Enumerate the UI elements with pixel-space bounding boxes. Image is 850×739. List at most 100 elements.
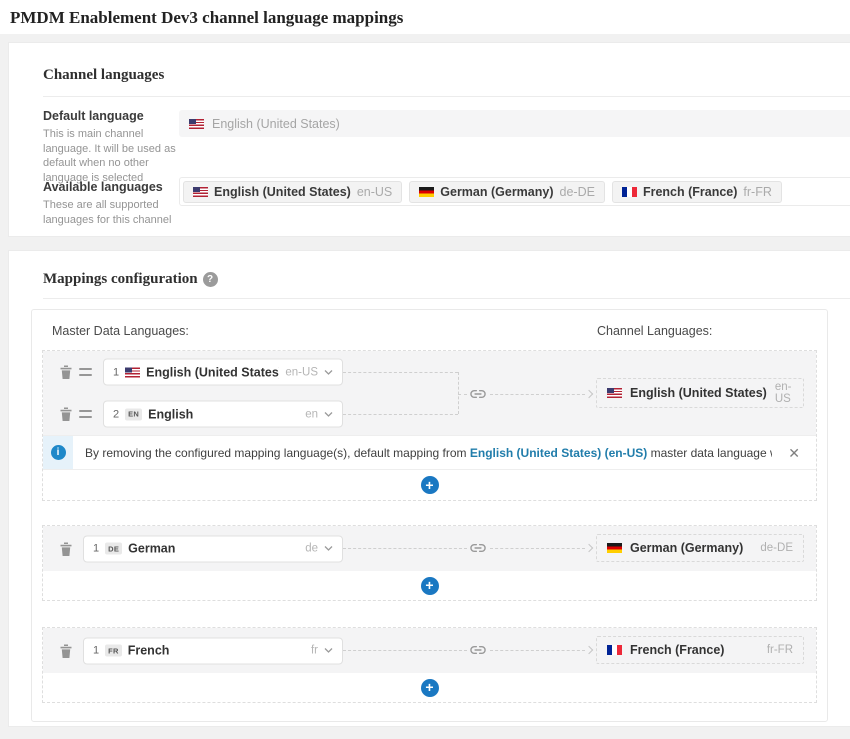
de-flag-icon [419,186,435,197]
default-language-label: Default language [43,109,144,123]
channel-language-box: French (France) fr-FR [596,636,804,664]
mapping-group-french: 1 FR French fr French (France) [42,627,817,703]
drag-handle-icon[interactable] [79,368,92,376]
divider [43,298,850,299]
add-mapping-button[interactable]: + [420,576,439,595]
add-mapping-button[interactable]: + [420,476,439,494]
available-languages-field[interactable]: English (United States) en-US German (Ge… [179,177,850,206]
trash-icon[interactable] [58,406,74,422]
row-number: 2 [113,408,120,420]
arrow-head-icon [584,645,594,655]
language-badge: EN [125,408,143,420]
language-badge: DE [105,542,123,555]
channel-language-box: English (United States) en-US [596,378,804,408]
mapping-row: 1 English (United States) en-US [43,351,816,393]
mapping-row: 1 DE German de German (Germany) [43,526,816,571]
connector-line [343,548,467,549]
available-languages-label-col: Available languages These are all suppor… [43,180,185,227]
add-mapping-row: + [43,571,816,600]
channel-languages-heading: Channel languages [43,67,165,83]
connector-line [458,372,459,414]
connector-line [343,372,458,373]
add-mapping-button[interactable]: + [420,678,439,697]
connector-line [490,394,585,395]
mappings-table: Master Data Languages: Channel Languages… [31,309,828,722]
help-icon[interactable]: ? [202,272,218,287]
channel-language-box: German (Germany) de-DE [596,534,804,562]
master-language-select[interactable]: 2 EN English en [103,400,343,428]
default-language-label-col: Default language This is main channel la… [43,109,185,185]
language-name: German [128,541,176,556]
language-tag-fr-fr: French (France) fr-FR [611,180,782,203]
fr-flag-icon [607,645,622,655]
default-language-value: English (United States) [212,116,340,131]
mapping-group-english: 1 English (United States) en-US 2 EN [42,350,817,501]
channel-language-code: fr-FR [766,644,793,656]
connector-line [458,394,467,395]
tag-name: French (France) [642,184,738,199]
drag-handle-icon[interactable] [79,410,92,418]
us-flag-icon [607,388,622,398]
fr-flag-icon [621,186,637,197]
master-language-select[interactable]: 1 DE German de [83,535,343,562]
master-language-select[interactable]: 1 English (United States) en-US [103,358,343,386]
de-flag-icon [607,543,622,553]
channel-language-name: German (Germany) [630,541,744,555]
language-tag-en-us: English (United States) en-US [183,180,403,203]
chevron-down-icon [324,648,333,654]
notice-language-link[interactable]: English (United States) (en-US) [469,445,648,460]
chevron-down-icon [324,369,333,375]
close-icon[interactable]: ✕ [788,444,800,461]
mappings-heading-text: Mappings configuration [43,271,198,287]
channel-language-code: de-DE [760,542,793,554]
chevron-down-icon [324,411,333,417]
default-language-description: This is main channel language. It will b… [43,128,176,184]
channel-languages-card: Channel languages Default language This … [8,42,850,237]
mapping-row: 1 FR French fr French (France) [43,628,816,673]
trash-icon[interactable] [58,364,74,380]
language-code: de [305,542,318,555]
us-flag-icon [125,367,141,377]
tag-name: English (United States) [214,184,351,199]
tag-code: de-DE [559,184,595,199]
channel-languages-column-header: Channel Languages: [597,324,713,338]
master-language-select[interactable]: 1 FR French fr [83,637,343,664]
language-code: en [305,408,318,420]
link-icon [467,384,489,404]
tag-code: en-US [356,184,393,199]
mapping-rows-area: 1 English (United States) en-US 2 EN [43,351,816,435]
mapping-rows-area: 1 DE German de German (Germany) [43,526,816,571]
trash-icon[interactable] [58,643,74,659]
trash-icon[interactable] [58,541,74,557]
available-languages-label: Available languages [43,180,163,194]
us-flag-icon [193,186,208,197]
row-number: 1 [113,366,120,378]
page-title: PMDM Enablement Dev3 channel language ma… [10,8,404,27]
chevron-down-icon [324,546,333,552]
tag-name: German (Germany) [440,184,554,199]
tag-code: fr-FR [743,184,772,199]
connector-line [490,650,585,651]
master-languages-column-header: Master Data Languages: [52,324,189,338]
channel-language-name: English (United States) [630,386,767,400]
link-icon [467,538,489,558]
page-header: PMDM Enablement Dev3 channel language ma… [0,0,850,34]
mappings-configuration-card: Mappings configuration ? Master Data Lan… [8,250,850,727]
channel-language-code: en-US [774,381,792,405]
language-code: fr [310,644,318,657]
available-languages-description: These are all supported languages for th… [43,199,172,226]
channel-language-name: French (France) [630,643,725,657]
link-icon [467,640,489,660]
notice-text-after: master data language will be active. [650,445,773,460]
language-name: French [127,643,170,658]
language-code: en-US [285,366,318,378]
language-name: English (United States) [146,365,280,379]
mapping-rows-area: 1 FR French fr French (France) [43,628,816,673]
language-tag-de-de: German (Germany) de-DE [409,180,605,203]
connector-line [343,414,458,415]
connector-line [343,650,467,651]
arrow-head-icon [584,543,594,553]
mapping-group-german: 1 DE German de German (Germany) [42,525,817,601]
default-language-select[interactable]: English (United States) [179,110,850,137]
connector-line [490,548,585,549]
